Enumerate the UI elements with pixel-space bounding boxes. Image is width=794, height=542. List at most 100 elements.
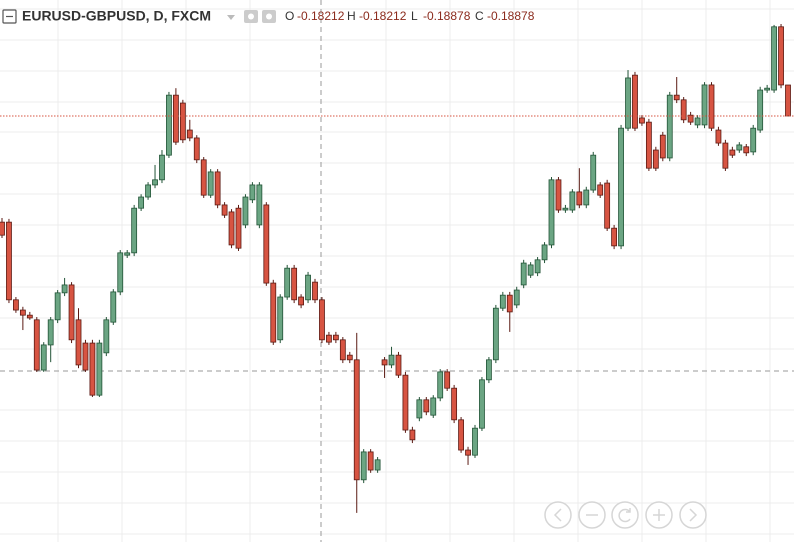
candle-body: [597, 184, 604, 196]
candle-body: [451, 387, 458, 421]
candle-body: [604, 182, 611, 229]
candle-body: [214, 171, 221, 206]
candle-body: [367, 451, 374, 471]
candle-body: [625, 77, 631, 129]
ohlc-value: -0.18878: [423, 9, 471, 23]
candle-body: [124, 252, 131, 256]
candle-body: [479, 379, 485, 429]
candle-body: [757, 89, 764, 131]
candle-body: [312, 281, 318, 301]
candle-body: [409, 429, 416, 441]
zoom-in-icon: [653, 509, 665, 521]
ohlc-label: O: [285, 9, 294, 23]
candle-body: [291, 267, 298, 301]
candle-body: [61, 284, 68, 294]
scroll-right-icon: [689, 508, 698, 522]
candle-body: [562, 207, 569, 211]
candle-body: [207, 171, 214, 196]
candle-body: [666, 94, 673, 159]
candle-body: [785, 84, 791, 117]
candle-body: [89, 342, 96, 396]
candle-body: [576, 191, 583, 206]
candle-body: [395, 354, 402, 376]
candle-body: [6, 221, 12, 301]
candle-body: [346, 354, 353, 361]
candle-body: [235, 207, 242, 249]
candle-body: [326, 334, 332, 343]
candle-body: [659, 134, 666, 159]
ohlc-value: -0.18878: [487, 9, 535, 23]
candle-body: [736, 144, 743, 151]
candle-body: [0, 221, 5, 236]
candle-body: [228, 211, 235, 246]
candle-body: [82, 342, 89, 371]
candles: [0, 24, 794, 513]
scroll-left-button[interactable]: [544, 501, 572, 529]
candle-body: [555, 179, 562, 211]
candle-body: [444, 371, 451, 389]
candle-body: [26, 314, 33, 319]
candle-body: [722, 142, 729, 169]
candle-body: [458, 419, 464, 451]
candle-body: [645, 121, 652, 169]
dropdown-caret[interactable]: [227, 15, 235, 20]
candle-body: [221, 204, 228, 216]
candle-body: [353, 359, 360, 481]
candle-body: [242, 196, 249, 226]
candle-body: [332, 334, 339, 341]
candle-body: [138, 196, 145, 209]
settings-icon-dot: [248, 13, 254, 20]
candle-body: [131, 207, 138, 254]
candle-body: [465, 449, 471, 456]
ohlc-label: L: [411, 9, 418, 23]
legend-header: EURUSD-GBPUSD, D, FXCM O -0.18212 H -0.1…: [2, 8, 535, 24]
candle-body: [33, 319, 40, 371]
ohlc-value: -0.18212: [297, 9, 345, 23]
candle-body: [75, 319, 82, 366]
candle-body: [590, 154, 597, 191]
candle-body: [103, 319, 110, 354]
candle-body: [152, 179, 158, 186]
format-icon-dot: [266, 13, 272, 20]
candle-body: [256, 184, 263, 226]
candle-body: [506, 294, 513, 313]
candle-body: [284, 267, 291, 298]
candle-body: [764, 87, 771, 91]
candle-body: [437, 371, 444, 399]
candle-body: [117, 252, 124, 293]
candle-body: [520, 262, 527, 286]
candle-body: [729, 149, 736, 156]
candle-body: [416, 399, 423, 419]
candle-body: [381, 359, 388, 366]
candle-body: [639, 117, 645, 124]
candle-body: [402, 374, 409, 431]
scroll-right-button[interactable]: [679, 501, 707, 529]
candle-body: [694, 117, 701, 126]
candle-body: [145, 184, 151, 198]
symbol-title: EURUSD-GBPUSD, D, FXCM: [22, 8, 211, 24]
candle-body: [680, 99, 687, 121]
candle-body: [200, 159, 207, 196]
candle-body: [54, 292, 61, 321]
candle-body: [423, 399, 430, 413]
scroll-left-icon: [553, 508, 562, 522]
candle-body: [569, 191, 576, 211]
candle-body: [172, 94, 179, 143]
candle-body: [513, 289, 520, 306]
candle-body: [388, 354, 395, 366]
candle-body: [360, 451, 367, 481]
candle-body: [499, 294, 506, 309]
candle-body: [486, 359, 492, 381]
reset-button[interactable]: [611, 501, 639, 529]
candle-body: [319, 299, 325, 341]
candle-body: [68, 284, 75, 341]
candle-body: [583, 189, 590, 206]
candle-body: [186, 129, 193, 139]
reset-icon: [618, 508, 631, 523]
candle-body: [270, 282, 277, 343]
candle-body: [374, 459, 381, 471]
candle-body: [715, 129, 722, 144]
candle-body: [778, 26, 784, 86]
